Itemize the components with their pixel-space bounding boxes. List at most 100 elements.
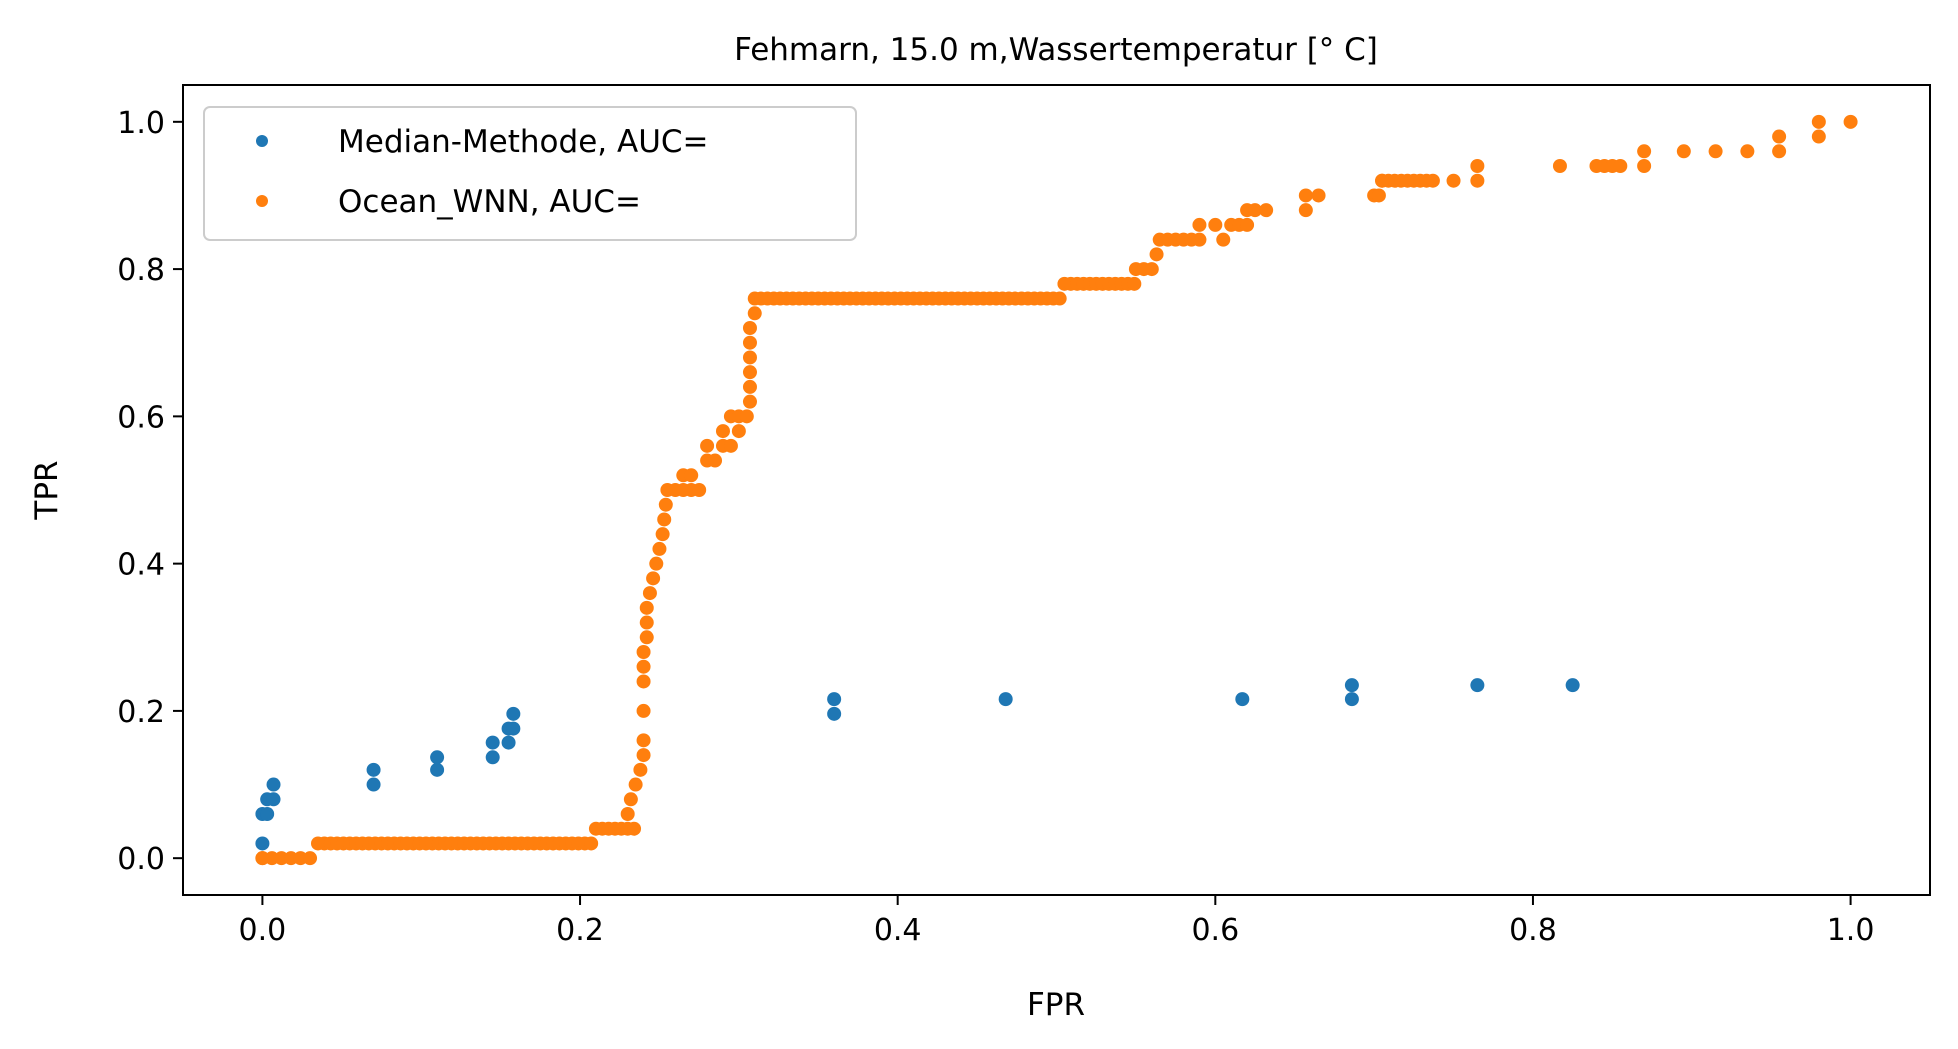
data-point bbox=[1552, 159, 1567, 173]
data-point bbox=[700, 438, 715, 453]
data-point bbox=[658, 497, 673, 512]
x-tick-label: 0.6 bbox=[1191, 913, 1239, 948]
data-point bbox=[1248, 203, 1263, 218]
data-point bbox=[636, 748, 651, 763]
data-point bbox=[255, 836, 270, 851]
x-tick-label: 1.0 bbox=[1827, 913, 1875, 948]
data-point bbox=[636, 674, 651, 689]
series-1 bbox=[255, 114, 1858, 866]
data-point bbox=[742, 379, 757, 394]
data-point bbox=[1259, 203, 1274, 218]
x-tick-label: 0.4 bbox=[874, 913, 922, 948]
y-tick-label: 0.8 bbox=[117, 253, 165, 288]
legend-label-ocean-wnn: Ocean_WNN, AUC= bbox=[338, 184, 641, 220]
data-point bbox=[1470, 159, 1485, 173]
data-point bbox=[633, 762, 648, 777]
data-point bbox=[1425, 173, 1440, 188]
data-point bbox=[1637, 144, 1652, 159]
data-point bbox=[827, 706, 842, 721]
data-point bbox=[639, 600, 654, 615]
data-point bbox=[723, 438, 738, 453]
data-point bbox=[1772, 129, 1787, 144]
x-axis-label: FPR bbox=[1027, 987, 1085, 1023]
data-point bbox=[1144, 262, 1159, 277]
data-point bbox=[620, 807, 635, 821]
legend-box bbox=[203, 106, 857, 241]
y-tick-label: 0.6 bbox=[117, 400, 165, 435]
data-point bbox=[366, 777, 381, 792]
y-tick-label: 1.0 bbox=[117, 106, 165, 141]
data-point bbox=[1298, 203, 1313, 218]
y-tick-label: 0.2 bbox=[117, 695, 165, 730]
y-tick-label: 0.0 bbox=[117, 842, 165, 877]
data-point bbox=[1565, 678, 1580, 693]
data-point bbox=[501, 735, 516, 750]
data-point bbox=[657, 512, 672, 527]
legend-marker-ocean-wnn bbox=[256, 195, 268, 207]
data-point bbox=[739, 409, 754, 424]
data-point bbox=[1470, 173, 1485, 188]
data-point bbox=[742, 335, 757, 350]
data-point bbox=[684, 468, 699, 483]
data-point bbox=[1235, 692, 1250, 707]
data-point bbox=[266, 777, 281, 792]
data-point bbox=[260, 807, 275, 821]
data-point bbox=[731, 424, 746, 439]
plot-points bbox=[255, 114, 1858, 866]
data-point bbox=[998, 692, 1013, 707]
data-point bbox=[742, 365, 757, 380]
data-point bbox=[708, 453, 723, 468]
legend-marker-median-methode bbox=[256, 135, 268, 147]
data-point bbox=[1192, 232, 1207, 247]
data-point bbox=[1344, 692, 1359, 707]
data-point bbox=[1311, 188, 1326, 203]
data-point bbox=[430, 750, 445, 765]
data-point bbox=[584, 836, 599, 851]
data-point bbox=[742, 350, 757, 365]
data-point bbox=[652, 541, 667, 556]
x-tick-label: 0.8 bbox=[1509, 913, 1557, 948]
data-point bbox=[1470, 678, 1485, 693]
data-point bbox=[1811, 129, 1826, 144]
data-point bbox=[1613, 159, 1628, 173]
data-point bbox=[366, 762, 381, 777]
data-point bbox=[1676, 144, 1691, 159]
data-point bbox=[649, 556, 664, 571]
data-point bbox=[1208, 217, 1223, 232]
data-point bbox=[1708, 144, 1723, 159]
data-point bbox=[1240, 217, 1255, 232]
data-point bbox=[1637, 159, 1652, 173]
data-point bbox=[627, 821, 642, 836]
data-point bbox=[430, 762, 445, 777]
data-point bbox=[1344, 678, 1359, 693]
legend: Median-Methode, AUC= Ocean_WNN, AUC= bbox=[203, 106, 857, 241]
data-point bbox=[646, 571, 661, 586]
data-point bbox=[636, 645, 651, 659]
data-point bbox=[1740, 144, 1755, 159]
data-point bbox=[715, 424, 730, 439]
data-point bbox=[1216, 232, 1231, 247]
data-point bbox=[636, 703, 651, 718]
data-point bbox=[1149, 247, 1164, 262]
series-0 bbox=[255, 678, 1580, 851]
legend-label-median-methode: Median-Methode, AUC= bbox=[338, 124, 709, 160]
data-point bbox=[827, 692, 842, 707]
data-point bbox=[747, 306, 762, 321]
data-point bbox=[1298, 188, 1313, 203]
x-tick-label: 0.0 bbox=[239, 913, 287, 948]
data-point bbox=[639, 615, 654, 630]
data-point bbox=[628, 777, 643, 792]
data-point bbox=[636, 659, 651, 674]
plot-frame bbox=[182, 84, 1931, 896]
data-point bbox=[742, 321, 757, 335]
data-point bbox=[692, 483, 707, 497]
data-point bbox=[1811, 114, 1826, 129]
y-axis: 0.0 0.2 0.4 0.6 0.8 1.0 bbox=[117, 106, 183, 877]
data-point bbox=[642, 586, 657, 601]
x-axis: 0.0 0.2 0.4 0.6 0.8 1.0 bbox=[239, 895, 1875, 948]
data-point bbox=[485, 735, 500, 750]
data-point bbox=[636, 733, 651, 748]
data-point bbox=[1371, 188, 1386, 203]
data-point bbox=[655, 527, 670, 542]
